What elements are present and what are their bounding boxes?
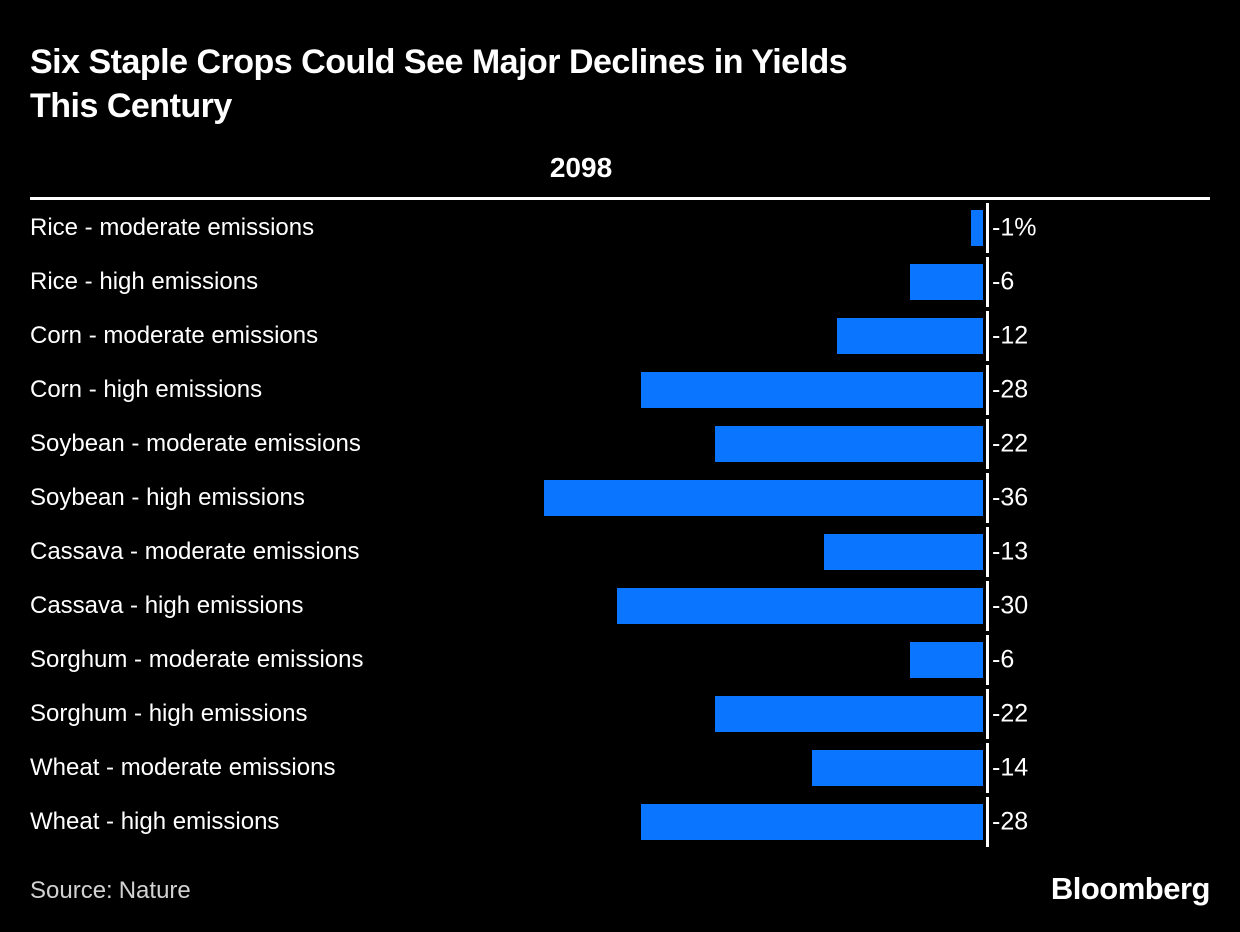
chart-row: Cassava - moderate emissions -13: [30, 525, 1210, 579]
baseline-tick: [986, 311, 989, 361]
chart-row: Wheat - high emissions -28: [30, 795, 1210, 849]
value-label: -28: [992, 375, 1029, 404]
bar: [641, 372, 983, 408]
row-label: Wheat - high emissions: [30, 808, 280, 835]
baseline-tick: [986, 797, 989, 847]
chart-row: Corn - moderate emissions -12: [30, 309, 1210, 363]
bar: [641, 804, 983, 840]
chart-row: Sorghum - high emissions -22: [30, 687, 1210, 741]
baseline-tick: [986, 203, 989, 253]
baseline-tick: [986, 527, 989, 577]
column-header-year: 2098: [549, 152, 613, 183]
row-label: Wheat - moderate emissions: [30, 754, 336, 781]
baseline-tick: [986, 365, 989, 415]
row-label: Corn - moderate emissions: [30, 322, 319, 349]
value-label: -30: [992, 591, 1029, 620]
row-label: Corn - high emissions: [30, 376, 263, 403]
row-label: Sorghum - high emissions: [30, 700, 308, 727]
bar: [544, 480, 983, 516]
chart-row: Rice - moderate emissions -1%: [30, 201, 1210, 255]
row-label: Rice - high emissions: [30, 268, 259, 295]
bar: [971, 210, 983, 246]
row-label: Sorghum - moderate emissions: [30, 646, 364, 673]
row-label: Cassava - high emissions: [30, 592, 304, 619]
row-label: Soybean - high emissions: [30, 484, 305, 511]
value-label: -14: [992, 753, 1029, 782]
chart-row: Soybean - high emissions -36: [30, 471, 1210, 525]
row-label: Soybean - moderate emissions: [30, 430, 361, 457]
source-label: Source:: [30, 877, 113, 904]
value-label: -6: [992, 267, 1015, 296]
baseline-tick: [986, 419, 989, 469]
value-label: -28: [992, 807, 1029, 836]
value-label: -13: [992, 537, 1029, 566]
chart-row: Soybean - moderate emissions -22: [30, 417, 1210, 471]
bar: [812, 750, 983, 786]
chart-title: Six Staple Crops Could See Major Decline…: [30, 40, 848, 128]
value-label: -22: [992, 429, 1029, 458]
bar: [824, 534, 983, 570]
bar: [715, 426, 983, 462]
source-value: Nature: [118, 877, 191, 904]
baseline-tick: [986, 581, 989, 631]
value-label: -12: [992, 321, 1029, 350]
baseline-tick: [986, 635, 989, 685]
bar: [715, 696, 983, 732]
chart-row: Wheat - moderate emissions -14: [30, 741, 1210, 795]
chart-title-line2: This Century: [30, 87, 232, 125]
baseline-tick: [986, 473, 989, 523]
chart-row: Rice - high emissions -6: [30, 255, 1210, 309]
bloomberg-logo: Bloomberg: [1050, 871, 1211, 906]
row-label: Rice - moderate emissions: [30, 214, 315, 241]
bar: [617, 588, 983, 624]
chart-rows: Rice - moderate emissions -1% Rice - hig…: [30, 201, 1210, 849]
value-label: -1%: [992, 213, 1037, 242]
chart-title-line1: Six Staple Crops Could See Major Decline…: [30, 43, 848, 81]
value-label: -6: [992, 645, 1015, 674]
baseline-tick: [986, 689, 989, 739]
row-label: Cassava - moderate emissions: [30, 538, 360, 565]
baseline-tick: [986, 743, 989, 793]
bar: [837, 318, 983, 354]
source-text: Source: Nature: [30, 877, 191, 905]
chart-row: Corn - high emissions -28: [30, 363, 1210, 417]
baseline-tick: [986, 257, 989, 307]
value-label: -22: [992, 699, 1029, 728]
value-label: -36: [992, 483, 1029, 512]
axis-top-rule: [30, 197, 1210, 200]
bar: [910, 642, 983, 678]
chart-row: Sorghum - moderate emissions -6: [30, 633, 1210, 687]
chart-row: Cassava - high emissions -30: [30, 579, 1210, 633]
bar: [910, 264, 983, 300]
